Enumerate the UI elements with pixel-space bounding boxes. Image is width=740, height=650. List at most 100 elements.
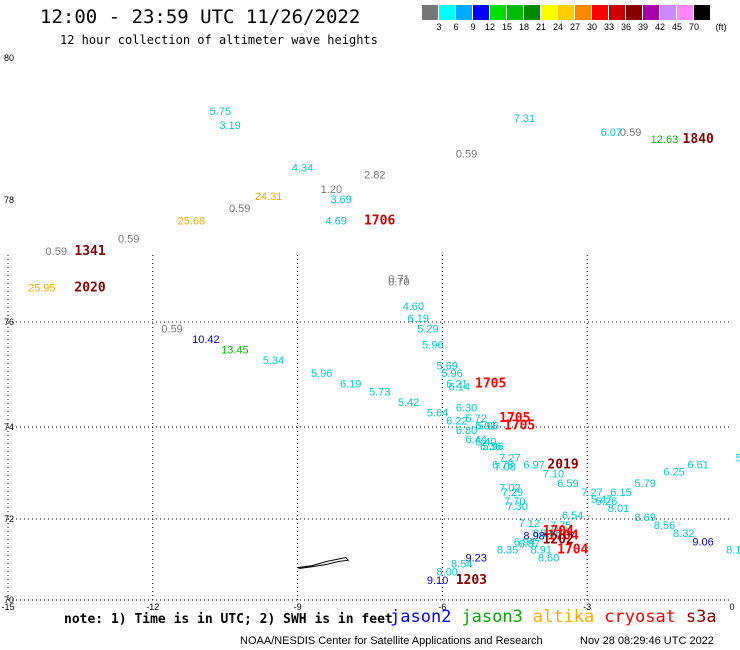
wave-height-label: 5.72	[465, 413, 486, 425]
color-swatch	[643, 5, 660, 20]
wave-height-label: 5.96	[482, 441, 503, 453]
wave-height-label: 8.96	[540, 528, 561, 540]
wave-height-label: 0.59	[229, 203, 250, 215]
wave-height-label: 7.29	[502, 487, 523, 499]
pass-time-label: 1705	[499, 411, 530, 426]
wave-height-label: 8.98	[523, 530, 544, 542]
color-scale-label: 36	[620, 22, 632, 32]
y-tick-label: 74	[4, 422, 14, 432]
footer-timestamp: Nov 28 08:29:46 UTC 2022	[580, 635, 714, 647]
wave-height-label: 7.27	[581, 487, 602, 499]
wave-height-label: 3.69	[330, 194, 351, 206]
wave-height-label: 7.27	[499, 453, 520, 465]
page-subtitle: 12 hour collection of altimeter wave hei…	[60, 33, 378, 47]
wave-height-label: 0.71	[388, 273, 409, 285]
color-swatch	[422, 5, 439, 20]
wave-height-label: 0.70	[388, 276, 409, 288]
wave-height-label: 8.32	[673, 528, 694, 540]
color-scale-label: 21	[535, 22, 547, 32]
wave-height-label: 7.30	[507, 501, 528, 513]
color-scale-label: 15	[501, 22, 513, 32]
wave-height-label: 8.56	[654, 520, 675, 532]
wave-height-label: 2.82	[364, 170, 385, 182]
wave-height-label: 8.54	[451, 559, 472, 571]
wave-height-label: 6.54	[562, 510, 583, 522]
wave-height-label: 6.40	[475, 436, 496, 448]
wave-height-label: 6.19	[340, 379, 361, 391]
wave-height-label: 6.19	[408, 313, 429, 325]
wave-height-label: 7.75	[550, 520, 571, 532]
color-swatch	[558, 5, 575, 20]
wave-height-label: 6.25	[663, 466, 684, 478]
wave-height-label: 9.10	[427, 575, 448, 587]
wave-height-label: 6.07	[601, 127, 622, 139]
pass-time-label: 1341	[74, 244, 105, 259]
pass-time-label: 2020	[74, 281, 105, 296]
pass-time-label: 1203	[456, 573, 487, 588]
wave-height-label: 5.34	[263, 355, 284, 367]
x-tick-label: -12	[146, 602, 159, 612]
wave-height-label: 3.19	[219, 120, 240, 132]
wave-height-label: 6.22	[446, 415, 467, 427]
color-scale-label: 39	[637, 22, 649, 32]
color-scale-label: 9	[470, 22, 476, 32]
wave-height-label: 9.06	[692, 536, 713, 548]
color-swatch	[473, 5, 490, 20]
axis-ticks: -15 -12 -9 -6 -3 0 80 78 76 74 72 70	[1, 53, 734, 612]
wave-height-label: 8.35	[497, 544, 518, 556]
color-scale-label: 30	[586, 22, 598, 32]
wave-height-label: 5.96	[311, 368, 332, 380]
color-swatch	[660, 5, 677, 20]
wave-height-label: 5.96	[478, 420, 499, 432]
color-swatch	[507, 5, 524, 20]
wave-height-label: 6.97	[523, 459, 544, 471]
color-swatch	[456, 5, 473, 20]
wave-height-label: 7.10	[543, 469, 564, 481]
color-scale-label: 33	[603, 22, 615, 32]
wave-height-label: 0.59	[118, 234, 139, 246]
wave-height-label: 12.63	[651, 134, 679, 146]
legend-s3a: s3a	[685, 607, 717, 627]
island-outline	[297, 556, 350, 569]
y-tick-label: 78	[4, 195, 14, 205]
pass-time-label: 1705	[475, 377, 506, 392]
wave-height-label: 5.91	[475, 420, 496, 432]
color-scale-label: 6	[453, 22, 459, 32]
wave-height-label: 6.87	[519, 538, 540, 550]
wave-height-label: 6.61	[688, 459, 709, 471]
wave-height-label: 6.14	[449, 381, 470, 393]
wave-height-label: 6.44	[465, 434, 486, 446]
color-scale-label: 70	[688, 22, 700, 32]
wave-height-label: 6.59	[557, 478, 578, 490]
y-tick-label: 76	[4, 317, 14, 327]
wave-height-label: 25.95	[28, 283, 56, 295]
wave-height-label: 5.42	[398, 397, 419, 409]
color-swatch	[490, 5, 507, 20]
wave-height-label: 7.02	[499, 482, 520, 494]
wave-height-label: 4.69	[326, 215, 347, 227]
wave-height-label: 24.31	[255, 191, 283, 203]
wave-height-label: 6.80	[456, 425, 477, 437]
wave-height-label: 6.15	[610, 487, 631, 499]
color-swatch	[439, 5, 456, 20]
wave-height-label: 5.47	[591, 494, 612, 506]
color-scale-label: 18	[518, 22, 530, 32]
pass-time-label: 1704	[557, 542, 588, 557]
wave-height-label: 5.73	[369, 387, 390, 399]
color-swatch	[541, 5, 558, 20]
color-scale-label: 24	[552, 22, 564, 32]
color-swatch	[524, 5, 541, 20]
wave-height-label: 10.42	[192, 334, 220, 346]
footnote: note: 1) Time is in UTC; 2) SWH is in fe…	[64, 612, 393, 627]
wave-height-label: 5.96	[422, 339, 443, 351]
wave-height-label: 9.23	[465, 553, 486, 565]
wave-height-label: 8.00	[437, 567, 458, 579]
wave-height-label: 5.96	[441, 368, 462, 380]
wave-height-label: 5.75	[210, 106, 231, 118]
jan-mayen-outline	[297, 556, 350, 569]
color-swatch	[609, 5, 626, 20]
y-tick-label: 72	[4, 514, 14, 524]
y-tick-label: 70	[4, 595, 14, 605]
x-tick-label: -15	[1, 602, 14, 612]
